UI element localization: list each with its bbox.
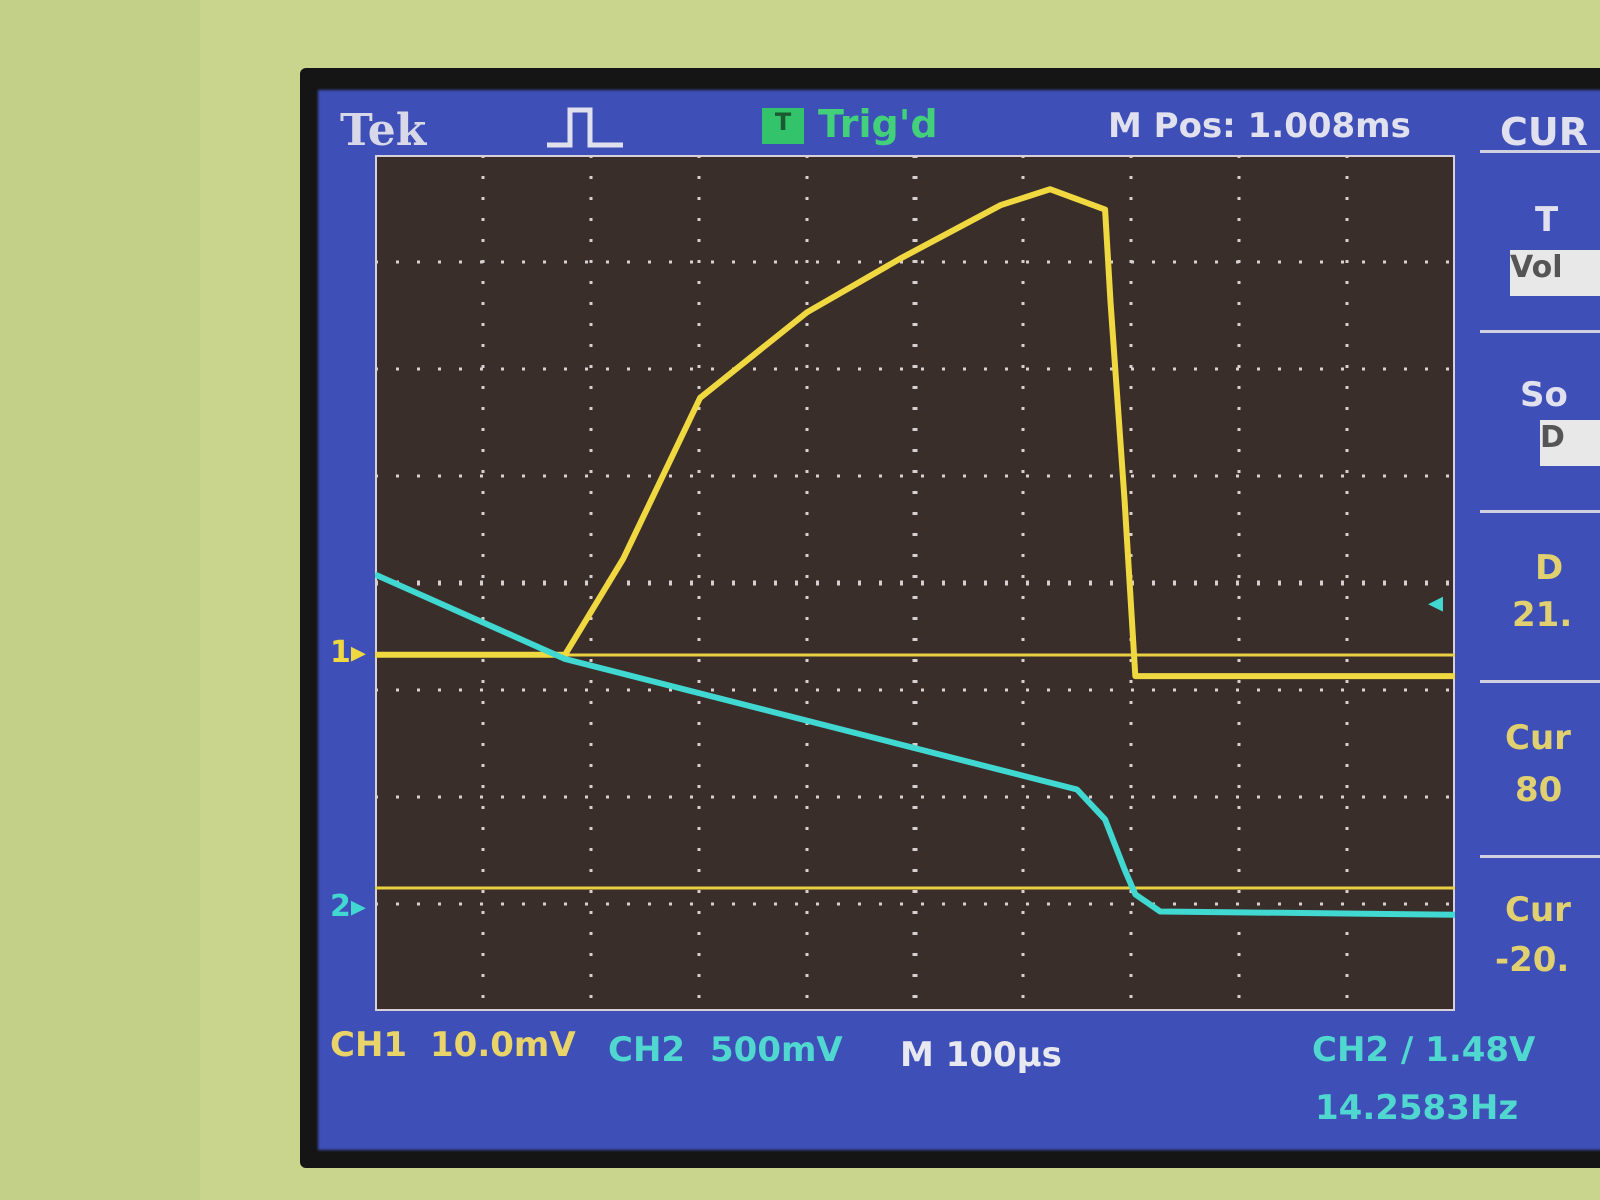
menu-divider [1480, 150, 1600, 153]
menu-divider [1480, 855, 1600, 858]
delta-label: D [1535, 548, 1564, 588]
trace-ch1 [375, 186, 1455, 680]
graticule-background [375, 155, 1455, 1011]
trigger-icon: T [762, 108, 804, 144]
trigger-info: CH2 ∕ 1.48V [1312, 1030, 1536, 1070]
trace-ch2 [375, 571, 1455, 918]
menu-title: CUR [1500, 110, 1589, 154]
menu-divider [1480, 680, 1600, 683]
menu-divider [1480, 510, 1600, 513]
cursor1-value: 80 [1515, 770, 1563, 810]
trigger-status: Trig'd [818, 102, 938, 146]
ch2-label: CH2 [608, 1030, 686, 1070]
cursor2-value: -20. [1495, 940, 1570, 980]
wall [0, 0, 200, 1200]
horizontal-position: M Pos: 1.008ms [1108, 106, 1411, 146]
ch2-scale: 500mV [710, 1030, 843, 1070]
cursor1-label: Cur [1505, 718, 1571, 758]
ch1-label: CH1 [330, 1025, 408, 1065]
brand-logo: Tek [340, 105, 427, 156]
menu-divider [1480, 330, 1600, 333]
delta-value: 21. [1512, 595, 1573, 635]
type-label: T [1535, 200, 1559, 240]
ch1-scale: 10.0mV [430, 1025, 576, 1065]
ch1-ground-marker: 1▸ [330, 634, 366, 670]
cursor2-label: Cur [1505, 890, 1571, 930]
ch2-ground-marker: 2▸ [330, 889, 366, 925]
timebase: M 100µs [900, 1035, 1062, 1075]
trigger-level-marker: ◂ [1428, 585, 1444, 620]
waveform-display [375, 155, 1455, 1011]
pulse-icon [547, 107, 623, 148]
source-value-button[interactable]: D [1540, 420, 1600, 466]
frequency-readout: 14.2583Hz [1315, 1088, 1519, 1128]
source-label: So [1520, 375, 1568, 415]
type-value-button[interactable]: Vol [1510, 250, 1600, 296]
